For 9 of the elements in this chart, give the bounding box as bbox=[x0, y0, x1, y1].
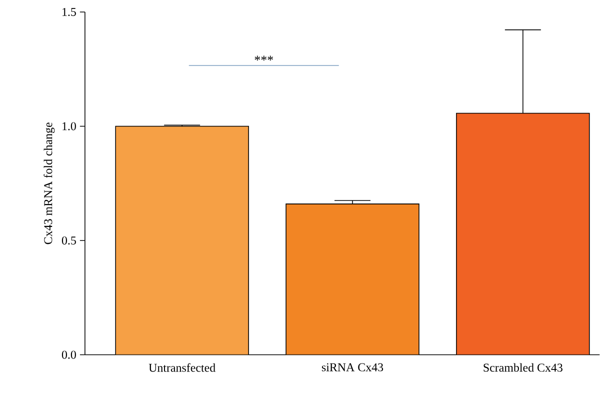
y-tick-label: 1.5 bbox=[62, 8, 76, 16]
y-tick-label: 0.5 bbox=[62, 236, 76, 245]
y-tick-label: 0.0 bbox=[62, 350, 76, 359]
x-tick-label: siRNA Cx43 bbox=[322, 363, 384, 372]
y-axis-title: Cx43 mRNA fold change bbox=[44, 122, 55, 244]
y-tick-label: 1.0 bbox=[62, 122, 76, 130]
annotation: *** bbox=[254, 56, 273, 61]
x-tick-label: Scrambled Cx43 bbox=[484, 363, 562, 372]
x-tick-label: Untransfected bbox=[148, 363, 216, 372]
